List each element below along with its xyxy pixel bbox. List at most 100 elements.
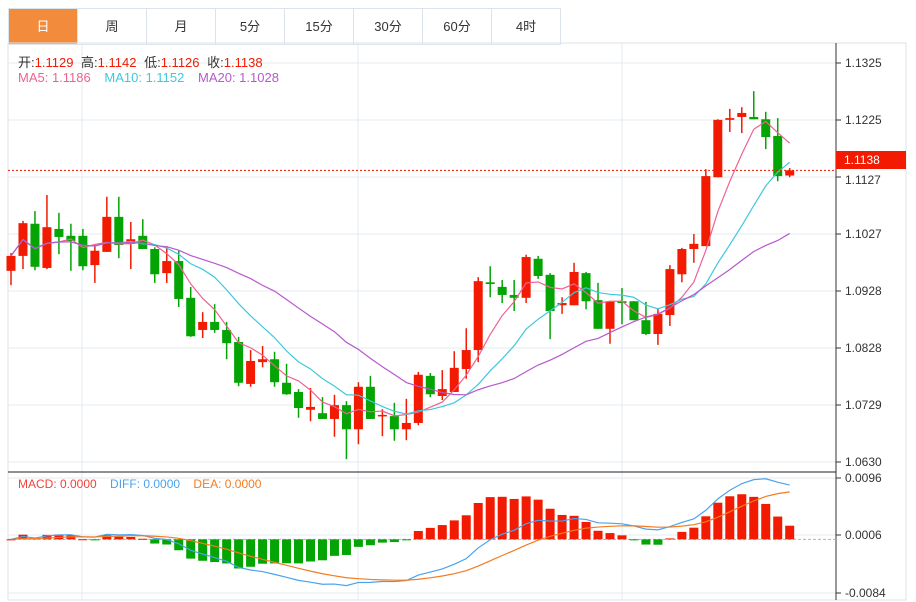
macd-bar [210, 539, 220, 563]
candle-up [102, 216, 112, 252]
tab-week[interactable]: 周 [78, 9, 147, 44]
tab-15min[interactable]: 15分 [285, 9, 354, 44]
candle-down [114, 216, 124, 245]
ma20-value: MA20: 1.1028 [198, 70, 279, 85]
macd-bar [198, 539, 208, 561]
candle-down [294, 391, 304, 409]
macd-bar [114, 536, 124, 540]
tab-day[interactable]: 日 [9, 9, 78, 44]
macd-bar [473, 502, 483, 540]
candle-down [425, 375, 435, 395]
candle-down [174, 261, 184, 299]
macd-bar [557, 514, 567, 540]
candle-up [521, 257, 531, 298]
candle-down [270, 359, 280, 383]
candle-up [329, 405, 339, 419]
candle-down [30, 223, 40, 267]
ma10-value: MA10: 1.1152 [104, 70, 185, 85]
tab-30min[interactable]: 30分 [354, 9, 423, 44]
tab-month[interactable]: 月 [147, 9, 216, 44]
macd-bar [377, 539, 387, 543]
candle-down [617, 301, 627, 303]
candle-down [593, 300, 603, 329]
macd-bar [437, 525, 447, 540]
candle-up [737, 112, 747, 117]
macd-bar [270, 539, 280, 564]
price-axis-label: 1.0828 [845, 341, 882, 355]
candle-up [198, 321, 208, 330]
macd-bar [605, 533, 615, 540]
low-value: 1.1126 [160, 55, 200, 70]
macd-axis-label: 0.0006 [845, 528, 882, 542]
macd-bar [222, 539, 232, 564]
candle-down [150, 249, 160, 275]
candle-up [653, 313, 663, 334]
candle-up [413, 374, 423, 423]
macd-bar [485, 497, 495, 540]
candle-up [401, 422, 411, 430]
price-axis-label: 1.1325 [845, 56, 882, 70]
macd-bar [569, 515, 579, 540]
macd-bar [581, 521, 591, 540]
macd-bar [126, 537, 136, 540]
macd-bar [6, 539, 16, 541]
high-label: 高: [81, 55, 98, 70]
candle-up [258, 359, 268, 363]
macd-bar [509, 498, 519, 540]
candle-up [665, 269, 675, 316]
candle-down [773, 135, 783, 177]
macd-bar [341, 539, 351, 555]
tab-60min[interactable]: 60分 [423, 9, 492, 44]
macd-bar [306, 539, 315, 562]
ma-readout: MA5: 1.1186 MA10: 1.1152 MA20: 1.1028 [18, 70, 283, 85]
candle-down [497, 286, 507, 295]
candle-up [377, 414, 387, 417]
candle-up [90, 250, 100, 266]
candle-down [54, 228, 64, 237]
candle-up [689, 243, 699, 250]
macd-bar [689, 527, 699, 540]
macd-bar [282, 539, 292, 564]
macd-axis-label: -0.0084 [845, 586, 886, 600]
candle-down [749, 116, 759, 120]
macd-bar [401, 539, 411, 541]
macd-bar [737, 494, 747, 540]
macd-bar [246, 539, 256, 567]
macd-readout: MACD: 0.0000 DIFF: 0.0000 DEA: 0.0000 [18, 477, 265, 491]
price-axis-label: 1.1225 [845, 113, 882, 127]
macd-bar [449, 520, 459, 540]
macd-bar [593, 530, 603, 540]
open-label: 开: [18, 55, 35, 70]
candle-down [365, 386, 375, 419]
macd-bar [365, 539, 375, 546]
candle-down [545, 274, 555, 312]
tab-4hour[interactable]: 4时 [492, 9, 561, 44]
candle-down [533, 258, 543, 276]
price-axis-label: 1.0729 [845, 398, 882, 412]
close-label: 收: [207, 55, 224, 70]
macd-bar [162, 539, 172, 545]
candle-up [677, 249, 687, 275]
candle-up [569, 271, 579, 306]
candle-down [282, 382, 292, 395]
macd-bar [329, 539, 339, 556]
candle-down [210, 321, 220, 330]
macd-bar [258, 539, 268, 564]
macd-bar [138, 538, 148, 540]
candle-up [306, 406, 315, 410]
current-price-tag: 1.1138 [836, 151, 906, 169]
tab-5min[interactable]: 5分 [216, 9, 285, 44]
macd-bar [150, 539, 160, 544]
price-axis-label: 1.1027 [845, 227, 882, 241]
macd-value: MACD: 0.0000 [18, 477, 97, 491]
macd-bar [725, 496, 735, 540]
candle-down [78, 235, 88, 267]
macd-bar [761, 503, 771, 540]
high-value: 1.1142 [97, 55, 137, 70]
candle-up [473, 281, 483, 351]
chart-frame [7, 42, 907, 601]
candle-up [461, 350, 471, 369]
macd-bar [533, 499, 543, 540]
macd-bar [497, 496, 507, 540]
